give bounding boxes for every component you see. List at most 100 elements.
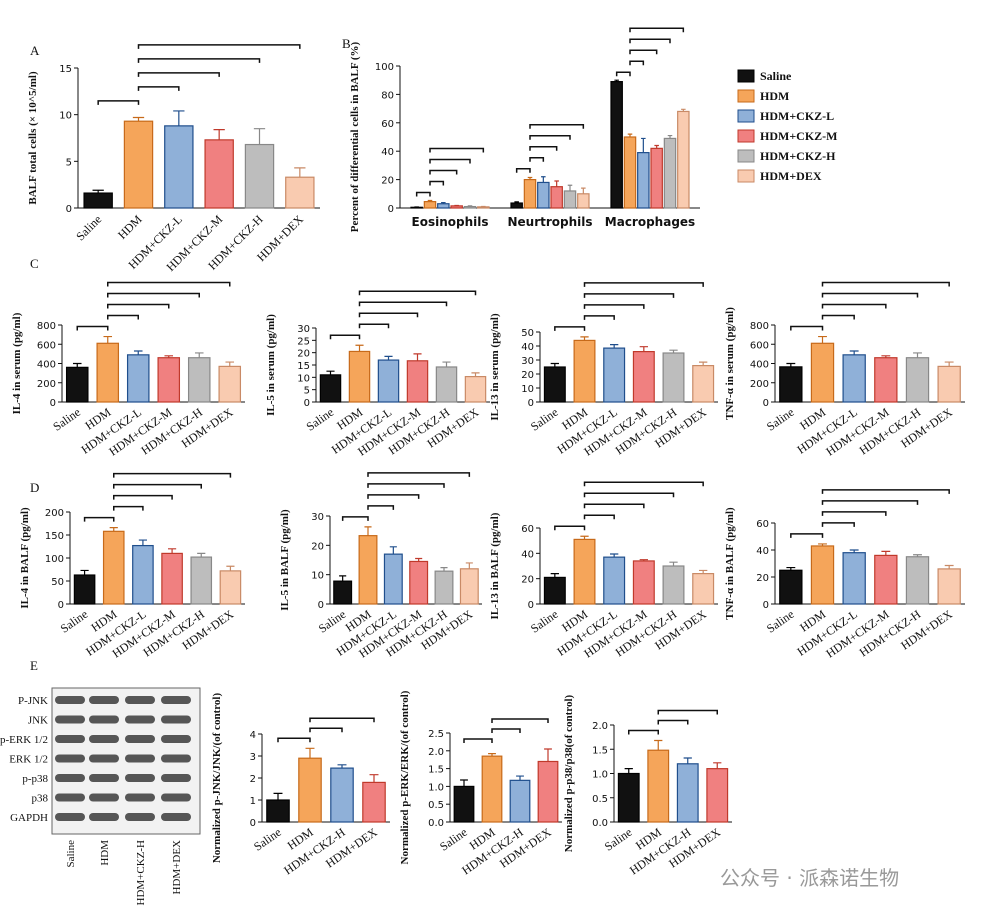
bar [544, 577, 565, 604]
bracket [585, 482, 704, 486]
x-tick-label: Saline [437, 825, 470, 854]
bar [451, 206, 462, 208]
blot-band [161, 813, 191, 821]
bar [574, 340, 595, 402]
error-bar [274, 793, 283, 800]
legend-label: HDM+DEX [760, 169, 822, 183]
y-tick-label: 1.5 [428, 765, 444, 776]
bracket [77, 327, 108, 331]
y-axis-label: IL-5 in BALF (pg/ml) [279, 509, 291, 611]
y-tick-label: 15 [59, 64, 72, 75]
blot-band [55, 755, 85, 763]
legend-swatch [738, 130, 754, 142]
bar [843, 355, 865, 402]
bracket [823, 523, 855, 527]
y-tick-label: 0 [58, 600, 64, 611]
bar [663, 353, 684, 402]
blot-row-label: p-ERK 1/2 [0, 734, 48, 746]
error-bar [103, 337, 112, 344]
x-tick-label: Saline [316, 607, 349, 636]
x-tick-label: Saline [73, 212, 104, 243]
bar [384, 554, 402, 604]
bracket [114, 485, 202, 489]
bracket [114, 496, 172, 500]
bar [780, 367, 802, 402]
bar [604, 557, 625, 604]
bar [510, 780, 530, 822]
bar [811, 546, 833, 604]
y-tick-label: 3 [250, 752, 256, 763]
y-axis-label: Percent of differential cells in BALF (%… [349, 41, 361, 232]
y-tick-label: 0.5 [428, 800, 444, 811]
y-tick-label: 800 [750, 321, 769, 332]
legend-label: HDM [760, 89, 789, 103]
bar [407, 361, 427, 402]
bar [574, 539, 595, 604]
y-tick-label: 10 [59, 111, 72, 122]
y-tick-label: 0 [528, 600, 534, 611]
bar [464, 207, 475, 208]
y-tick-label: 80 [381, 90, 394, 101]
error-bar [254, 129, 265, 145]
error-bar [516, 776, 524, 780]
y-tick-label: 30 [297, 324, 310, 335]
bar [460, 569, 478, 604]
blot-band [125, 813, 155, 821]
bar [436, 367, 456, 402]
bracket [278, 738, 310, 742]
y-tick-label: 40 [521, 549, 534, 560]
bar [693, 366, 714, 402]
error-bar [684, 758, 692, 764]
bracket [360, 324, 389, 328]
x-tick-label: Eosinophils [412, 215, 489, 229]
panel-letter: D [30, 480, 39, 495]
bar [267, 800, 289, 822]
y-tick-label: 600 [750, 340, 769, 351]
bracket [331, 335, 360, 339]
y-axis-label: Normalized p-p38/p38(of control) [563, 694, 575, 852]
error-bar [568, 185, 573, 191]
bracket [517, 169, 530, 173]
error-bar [195, 353, 204, 358]
bar [245, 145, 273, 208]
blot-band [161, 696, 191, 704]
blot-band [125, 735, 155, 743]
y-tick-label: 200 [45, 508, 64, 519]
blot-band [55, 774, 85, 782]
bar [511, 203, 522, 208]
bracket [139, 45, 300, 49]
bracket [108, 294, 200, 298]
blot-row-label: GAPDH [10, 812, 48, 824]
x-tick-label: Macrophages [605, 215, 695, 229]
blot-band [89, 794, 119, 802]
y-tick-label: 40 [756, 546, 769, 557]
error-bar [442, 362, 450, 367]
blot-band [161, 716, 191, 724]
bar [133, 546, 153, 604]
bracket [658, 711, 717, 715]
bracket [108, 283, 230, 287]
legend-label: HDM+CKZ-H [760, 149, 836, 163]
error-bar [554, 181, 559, 187]
y-tick-label: 1.5 [592, 745, 608, 756]
bracket [417, 192, 430, 196]
bracket [585, 316, 615, 320]
bracket [430, 181, 443, 185]
bar [811, 343, 833, 402]
blot-band [125, 774, 155, 782]
y-tick-label: 0 [304, 398, 310, 409]
bar [538, 761, 558, 822]
error-bar [581, 188, 586, 194]
legend-swatch [738, 150, 754, 162]
y-tick-label: 30 [521, 356, 534, 367]
bracket [492, 719, 548, 723]
blot-band [161, 774, 191, 782]
y-tick-label: 25 [297, 336, 310, 347]
y-tick-label: 400 [37, 360, 56, 371]
bar [707, 769, 728, 822]
error-bar [370, 775, 379, 783]
bar [189, 358, 210, 402]
y-tick-label: 10 [521, 384, 534, 395]
legend-label: HDM+CKZ-L [760, 109, 834, 123]
bar [363, 782, 385, 822]
